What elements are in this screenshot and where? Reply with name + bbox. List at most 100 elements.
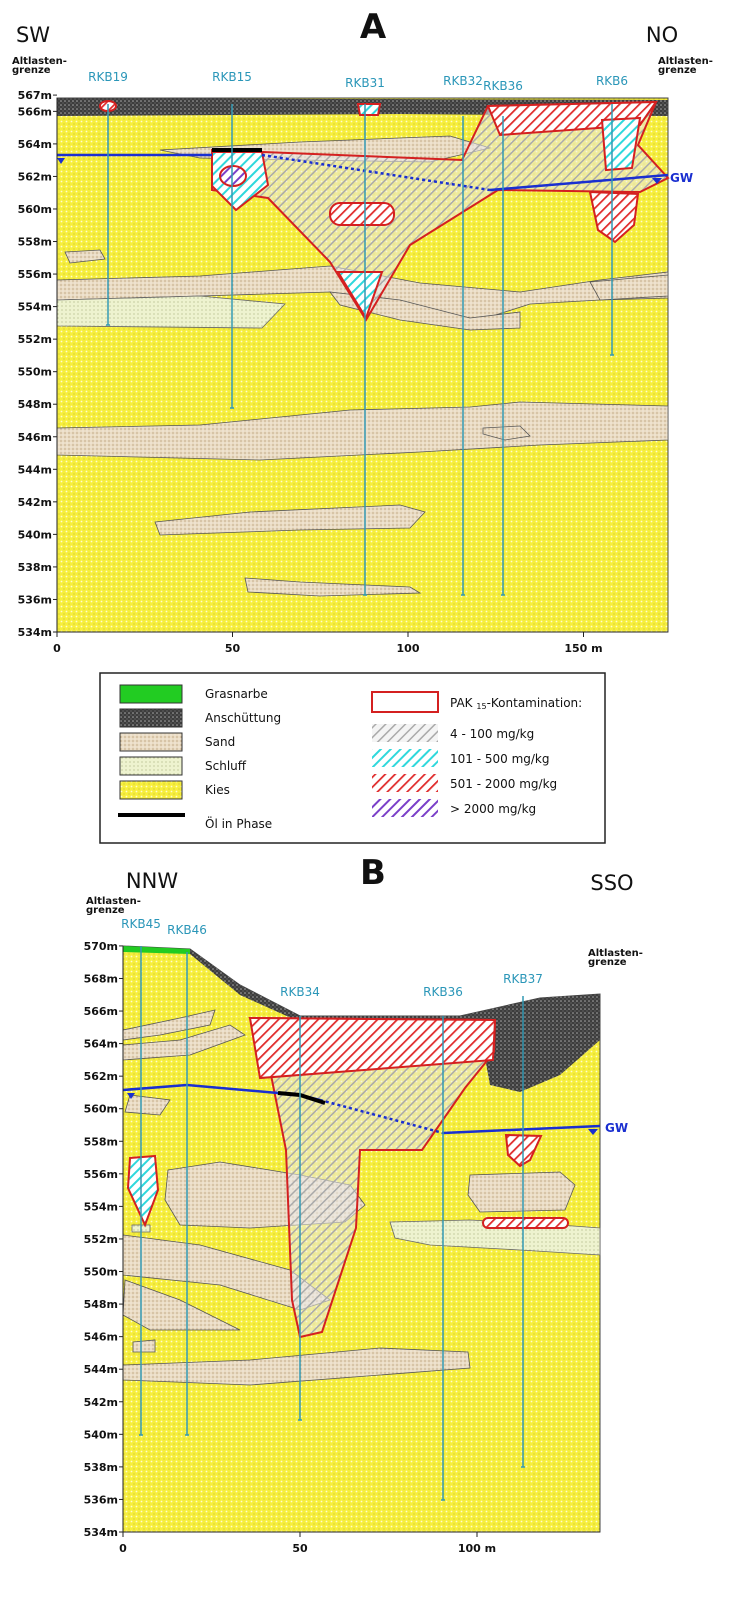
y-tick-label: 570m xyxy=(84,940,118,953)
sand-lens xyxy=(154,504,426,536)
y-tick-label: 544m xyxy=(84,1363,118,1376)
y-tick-label: 548m xyxy=(84,1298,118,1311)
y-tick-label: 556m xyxy=(18,268,52,281)
contamination-101-500 xyxy=(336,271,384,321)
legend-swatch xyxy=(372,774,438,792)
y-tick-label: 546m xyxy=(18,431,52,444)
legend-swatch xyxy=(119,684,183,704)
borehole-label: RKB45 xyxy=(121,917,161,931)
legend-label: -Kontamination: xyxy=(487,696,583,710)
y-tick-label: 544m xyxy=(18,463,52,476)
borehole-label: RKB46 xyxy=(167,923,207,937)
sand-lens xyxy=(589,274,669,301)
sand-lens xyxy=(132,1339,156,1353)
borehole-label: RKB15 xyxy=(212,70,252,84)
sand-lens xyxy=(482,425,531,441)
y-tick-label: 558m xyxy=(84,1135,118,1148)
y-tick-label: 538m xyxy=(84,1461,118,1474)
section-a: A SW NO Altlasten- grenze Altlasten- gre… xyxy=(12,7,713,655)
y-tick-label: 560m xyxy=(84,1103,118,1116)
legend-swatch xyxy=(372,724,438,742)
groundwater-line xyxy=(442,1124,601,1135)
y-tick-label: 540m xyxy=(84,1428,118,1441)
y-tick-label: 564m xyxy=(84,1038,118,1051)
groundwater-symbol xyxy=(588,1129,598,1135)
y-tick-label: 566m xyxy=(84,1005,118,1018)
y-tick-label: 536m xyxy=(84,1493,118,1506)
contamination-101-500 xyxy=(126,1154,160,1228)
x-tick-label: 0 xyxy=(119,1542,127,1555)
groundwater-line xyxy=(261,153,491,192)
x-tick-label: 50 xyxy=(225,642,241,655)
x-tick-label: 150 m xyxy=(564,642,602,655)
boundary-label: Altlasten- xyxy=(658,56,713,67)
boundary-label: grenze xyxy=(12,65,51,76)
contamination-501-2000 xyxy=(482,1217,569,1229)
borehole-label: RKB37 xyxy=(503,972,543,986)
section-title: A xyxy=(360,7,387,47)
sand-lens xyxy=(124,1094,171,1116)
y-tick-label: 534m xyxy=(18,626,52,639)
groundwater-line xyxy=(489,173,669,192)
groundwater-symbol xyxy=(57,158,65,164)
section-title: B xyxy=(360,853,386,893)
borehole-label: RKB31 xyxy=(345,76,385,90)
legend-swatch xyxy=(119,708,183,728)
y-tick-label: 556m xyxy=(84,1168,118,1181)
legend-label: Öl in Phase xyxy=(205,815,272,831)
contamination-501-2000 xyxy=(329,202,395,226)
legend-label: 101 - 500 mg/kg xyxy=(450,752,550,766)
y-tick-label: 534m xyxy=(84,1526,118,1539)
y-tick-label: 550m xyxy=(18,366,52,379)
boreholes: RKB45 RKB46 RKB34 RKB36 RKB37 xyxy=(121,917,543,1501)
y-tick-label: 567m xyxy=(18,89,52,102)
sand-lens xyxy=(122,1347,471,1386)
groundwater-label: GW xyxy=(605,1121,628,1135)
boundary-label: grenze xyxy=(658,65,697,76)
contamination-over-2000 xyxy=(219,165,247,187)
boundary-label: grenze xyxy=(588,957,627,968)
y-tick-label: 560m xyxy=(18,203,52,216)
y-tick-label: 552m xyxy=(84,1233,118,1246)
borehole-label: RKB36 xyxy=(483,79,523,93)
legend-swatch xyxy=(119,756,183,776)
legend-swatch xyxy=(119,780,183,800)
contamination-501-2000 xyxy=(588,190,640,244)
sand-lens xyxy=(56,401,669,461)
borehole-label: RKB32 xyxy=(443,74,483,88)
y-tick-label: 562m xyxy=(84,1070,118,1083)
legend-label: 4 - 100 mg/kg xyxy=(450,727,534,741)
y-tick-label: 540m xyxy=(18,528,52,541)
legend: Grasnarbe Anschüttung Sand Schluff Kies … xyxy=(99,672,606,844)
x-tick-label: 0 xyxy=(53,642,61,655)
groundwater-symbol xyxy=(652,178,662,184)
sand-lens xyxy=(244,577,422,597)
y-tick-label: 554m xyxy=(18,301,52,314)
y-tick-label: 546m xyxy=(84,1331,118,1344)
borehole-label: RKB34 xyxy=(280,985,320,999)
y-tick-label: 566m xyxy=(18,105,52,118)
y-tick-label: 542m xyxy=(18,496,52,509)
direction-right: SSO xyxy=(590,871,633,895)
legend-label: 501 - 2000 mg/kg xyxy=(450,777,557,791)
legend-label: PAK xyxy=(450,696,476,710)
sand-lens xyxy=(467,1171,576,1213)
y-tick-label: 552m xyxy=(18,333,52,346)
contamination-101-500 xyxy=(356,103,382,116)
groundwater-symbol xyxy=(127,1093,135,1099)
y-tick-label: 550m xyxy=(84,1266,118,1279)
y-tick-label: 554m xyxy=(84,1200,118,1213)
x-tick-label: 100 xyxy=(397,642,420,655)
axes: 570m 568m 566m 564m 562m 560m 558m 556m 554m 552m… xyxy=(84,940,600,1555)
x-tick-label: 50 xyxy=(292,1542,308,1555)
y-tick-label: 564m xyxy=(18,138,52,151)
legend-label: PAK 15-Kontamination: xyxy=(450,696,582,711)
boundary-label: grenze xyxy=(86,905,125,916)
x-tick-label: 100 m xyxy=(458,1542,496,1555)
legend-label: Kies xyxy=(205,783,230,797)
legend-label: 15 xyxy=(476,702,486,711)
legend-label: Anschüttung xyxy=(205,711,281,725)
legend-swatch xyxy=(371,691,439,713)
borehole-label: RKB19 xyxy=(88,70,128,84)
